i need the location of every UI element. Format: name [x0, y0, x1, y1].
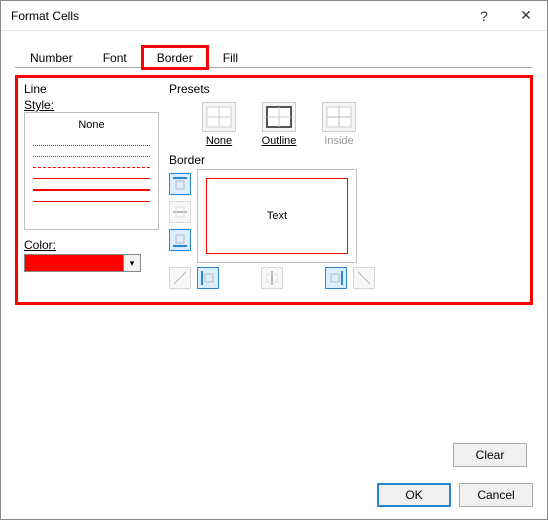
preset-inside-label: Inside	[319, 135, 359, 147]
preset-none[interactable]: None	[199, 102, 239, 147]
style-sample-3[interactable]	[33, 167, 150, 168]
preset-outline-label: Outline	[259, 135, 299, 147]
dialog-footer: OK Cancel	[377, 483, 533, 507]
side-buttons	[169, 169, 191, 263]
style-sample-5[interactable]	[33, 189, 150, 191]
preset-inside: Inside	[319, 102, 359, 147]
format-cells-dialog: Format Cells ? ✕ Number Font Border Fill…	[0, 0, 548, 520]
preset-none-icon	[202, 102, 236, 132]
style-label: Style:	[24, 98, 159, 112]
preset-inside-icon	[322, 102, 356, 132]
border-right-button[interactable]	[325, 267, 347, 289]
color-picker[interactable]: ▾	[24, 254, 159, 272]
style-none[interactable]: None	[31, 117, 152, 135]
line-section: Line Style: None Color: ▾	[24, 82, 159, 292]
preset-none-label: None	[199, 135, 239, 147]
tab-number[interactable]: Number	[15, 46, 88, 69]
titlebar: Format Cells ? ✕	[1, 1, 547, 31]
preview-inner: Text	[206, 178, 348, 254]
color-swatch	[24, 254, 124, 272]
border-left-button[interactable]	[197, 267, 219, 289]
presets-row: None Outline	[169, 98, 524, 153]
style-sample-2[interactable]	[33, 156, 150, 157]
dialog-title: Format Cells	[11, 9, 463, 23]
help-button[interactable]: ?	[463, 1, 505, 31]
tabstrip: Number Font Border Fill	[1, 31, 547, 68]
border-top-button[interactable]	[169, 173, 191, 195]
ok-button[interactable]: OK	[377, 483, 451, 507]
style-sample-4[interactable]	[33, 178, 150, 179]
line-section-label: Line	[24, 82, 159, 96]
border-middle-v-button	[261, 267, 283, 289]
clear-button[interactable]: Clear	[453, 443, 527, 467]
tab-fill[interactable]: Fill	[208, 46, 253, 69]
bottom-buttons	[169, 267, 524, 289]
preview-text: Text	[267, 210, 287, 222]
border-tab-content: Line Style: None Color: ▾ Presets	[15, 75, 533, 305]
presets-section-label: Presets	[169, 82, 524, 96]
border-diag-up-button	[169, 267, 191, 289]
style-sample-6[interactable]	[33, 201, 150, 202]
border-bottom-button[interactable]	[169, 229, 191, 251]
border-preview: Text	[197, 169, 357, 263]
style-sample-1[interactable]	[33, 145, 150, 146]
preset-outline[interactable]: Outline	[259, 102, 299, 147]
close-button[interactable]: ✕	[505, 1, 547, 31]
border-section-label: Border	[169, 153, 524, 167]
tab-rule	[15, 67, 533, 68]
preset-outline-icon	[262, 102, 296, 132]
tab-border[interactable]: Border	[142, 46, 208, 69]
style-box[interactable]: None	[24, 112, 159, 230]
tab-font[interactable]: Font	[88, 46, 142, 69]
border-diag-down-button	[353, 267, 375, 289]
color-label: Color:	[24, 238, 159, 252]
chevron-down-icon[interactable]: ▾	[123, 254, 141, 272]
cancel-button[interactable]: Cancel	[459, 483, 533, 507]
border-middle-h-button	[169, 201, 191, 223]
